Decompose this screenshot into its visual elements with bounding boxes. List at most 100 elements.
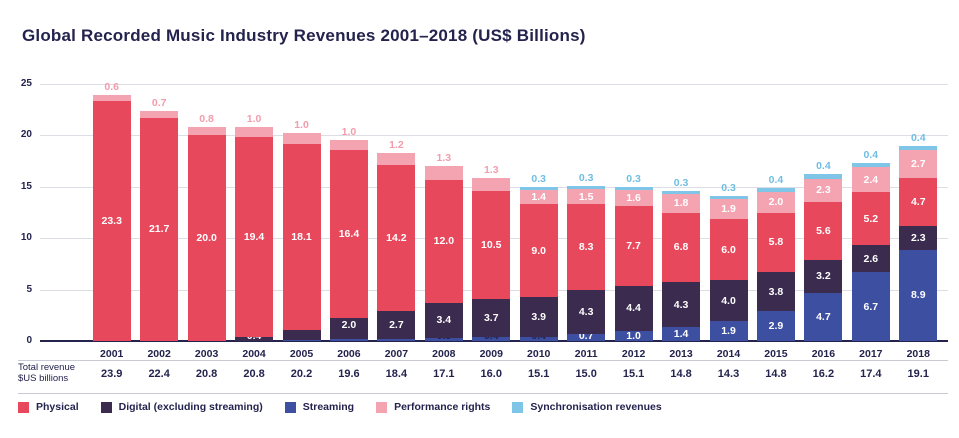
bar-value-label: 0.3 xyxy=(721,182,736,195)
bar-segment-digital xyxy=(519,296,558,337)
bar-segment-physical xyxy=(851,191,890,246)
bar-value-label: 0.3 xyxy=(626,172,641,185)
bar-segment-streaming xyxy=(329,338,368,341)
x-tick-label: 2008 xyxy=(432,348,456,360)
x-tick-label: 2001 xyxy=(100,348,124,360)
bar-value-label: 0.3 xyxy=(531,172,547,185)
bar-column: 8.9 2.3 4.7 2.7 0.4 xyxy=(899,84,938,341)
bar-segment-performance xyxy=(187,127,226,136)
totals-label: Total revenue $US billions xyxy=(18,362,75,384)
bar-segment-digital xyxy=(851,245,890,273)
bar-value-label: 1.9 xyxy=(721,325,736,338)
bar-value-label: 4.7 xyxy=(910,195,926,208)
x-tick-label: 2017 xyxy=(859,348,883,360)
bar-segment-digital xyxy=(614,285,653,331)
gridline xyxy=(40,135,948,137)
bar-segment-streaming xyxy=(662,326,701,341)
bar-value-label: 21.7 xyxy=(148,223,170,236)
total-value: 19.6 xyxy=(338,368,360,380)
bar-column: 21.7 0.7 xyxy=(140,84,179,341)
bar-value-label: 2.7 xyxy=(910,157,926,170)
bar-segment-performance xyxy=(756,191,795,213)
bar-value-label: 0.4 xyxy=(910,131,926,144)
legend-label: Physical xyxy=(36,401,79,413)
bar-segment-digital xyxy=(472,298,511,337)
bar-segment-streaming xyxy=(377,338,416,341)
bar-segment-sync xyxy=(662,190,701,194)
bar-value-label: 23.3 xyxy=(101,215,122,228)
total-value: 15.1 xyxy=(528,368,550,380)
bar-value-label: 3.9 xyxy=(531,310,547,323)
divider-top xyxy=(18,360,948,361)
bar-value-label: 0.3 xyxy=(578,171,594,184)
legend-swatch-performance xyxy=(376,401,388,413)
bar-column: 1.9 4.0 6.0 1.9 0.3 xyxy=(709,84,748,341)
bar-segment-streaming xyxy=(804,292,843,341)
bar-value-label: 0.8 xyxy=(199,113,214,126)
y-tick-label: 5 xyxy=(26,283,32,295)
bar-value-label: 1.3 xyxy=(483,163,499,176)
bar-segment-sync xyxy=(899,145,938,150)
bar-value-label: 8.9 xyxy=(910,289,926,302)
legend-label: Performance rights xyxy=(394,401,491,413)
bar-segment-physical xyxy=(614,206,653,286)
bar-segment-digital xyxy=(756,272,795,312)
bar-segment-performance xyxy=(662,194,701,213)
bar-value-label: 1.0 xyxy=(341,125,357,138)
bar-column: 1.0 4.4 7.7 1.6 0.3 xyxy=(614,84,653,342)
bar-value-label: 0.7 xyxy=(151,96,167,109)
bar-segment-performance xyxy=(614,189,653,207)
bar-segment-digital xyxy=(899,225,938,250)
bar-value-label: 3.4 xyxy=(436,314,452,327)
bar-value-label: 2.7 xyxy=(389,319,404,331)
bar-segment-streaming xyxy=(709,321,748,341)
bar-value-label: 4.4 xyxy=(626,302,641,315)
bar-column: 1.4 4.3 6.8 1.8 0.3 xyxy=(662,84,701,341)
bar-segment-physical xyxy=(756,212,795,273)
x-tick-label: 2007 xyxy=(384,348,409,360)
legend-swatch-sync xyxy=(512,401,524,413)
bar-segment-performance xyxy=(329,139,368,150)
bar-value-label: 19.4 xyxy=(243,231,265,244)
total-value: 18.4 xyxy=(385,368,408,380)
bar-value-label: 2.9 xyxy=(768,320,784,333)
total-value: 14.8 xyxy=(765,368,787,380)
bar-segment-physical xyxy=(472,190,511,299)
legend-item: Digital (excluding streaming) xyxy=(100,401,263,413)
bar-segment-physical xyxy=(235,137,274,337)
bar-value-label: 4.0 xyxy=(721,294,736,307)
bar-segment-physical xyxy=(899,177,938,226)
total-value: 17.1 xyxy=(433,368,455,380)
bar-column: 0.43.710.51.3 xyxy=(472,84,511,342)
y-tick-label: 15 xyxy=(20,180,32,192)
bar-value-label: 8.3 xyxy=(578,240,594,253)
bar-segment-performance xyxy=(567,188,606,205)
bar-value-label: 12.0 xyxy=(433,235,455,248)
bar-value-label: 16.4 xyxy=(338,228,360,241)
bar-value-label: 4.3 xyxy=(673,298,689,311)
legend-item: Streaming xyxy=(284,401,354,413)
divider-bottom xyxy=(18,393,948,394)
bar-segment-digital xyxy=(709,280,748,322)
bar-segment-performance xyxy=(424,166,463,180)
bar-segment-digital xyxy=(567,289,606,334)
gridline xyxy=(40,84,948,85)
bar-value-label: 1.4 xyxy=(531,191,547,204)
bar-value-label: 3.2 xyxy=(816,270,831,283)
bar-column: 0.33.412.01.3 xyxy=(424,84,463,342)
bar-column: 0.11.018.11.0 xyxy=(282,84,321,342)
bar-value-label: 2.0 xyxy=(341,319,357,331)
bar-segment-streaming xyxy=(567,333,606,341)
bar-segment-performance xyxy=(92,95,131,102)
total-value: 23.9 xyxy=(101,368,123,380)
bar-segment-streaming xyxy=(756,311,795,341)
x-tick-label: 2012 xyxy=(621,348,646,360)
legend-swatch-physical xyxy=(18,401,29,413)
bar-segment-performance xyxy=(472,177,511,191)
bar-segment-physical xyxy=(329,149,368,319)
x-tick-label: 2010 xyxy=(527,348,551,360)
legend-item: Physical xyxy=(18,401,79,413)
totals-row: 23.9 22.4 20.8 20.8 20.2 19.6 18.4 17.1 16.0 15.1… xyxy=(40,368,948,388)
totals-label-line1: Total revenue xyxy=(18,362,76,373)
